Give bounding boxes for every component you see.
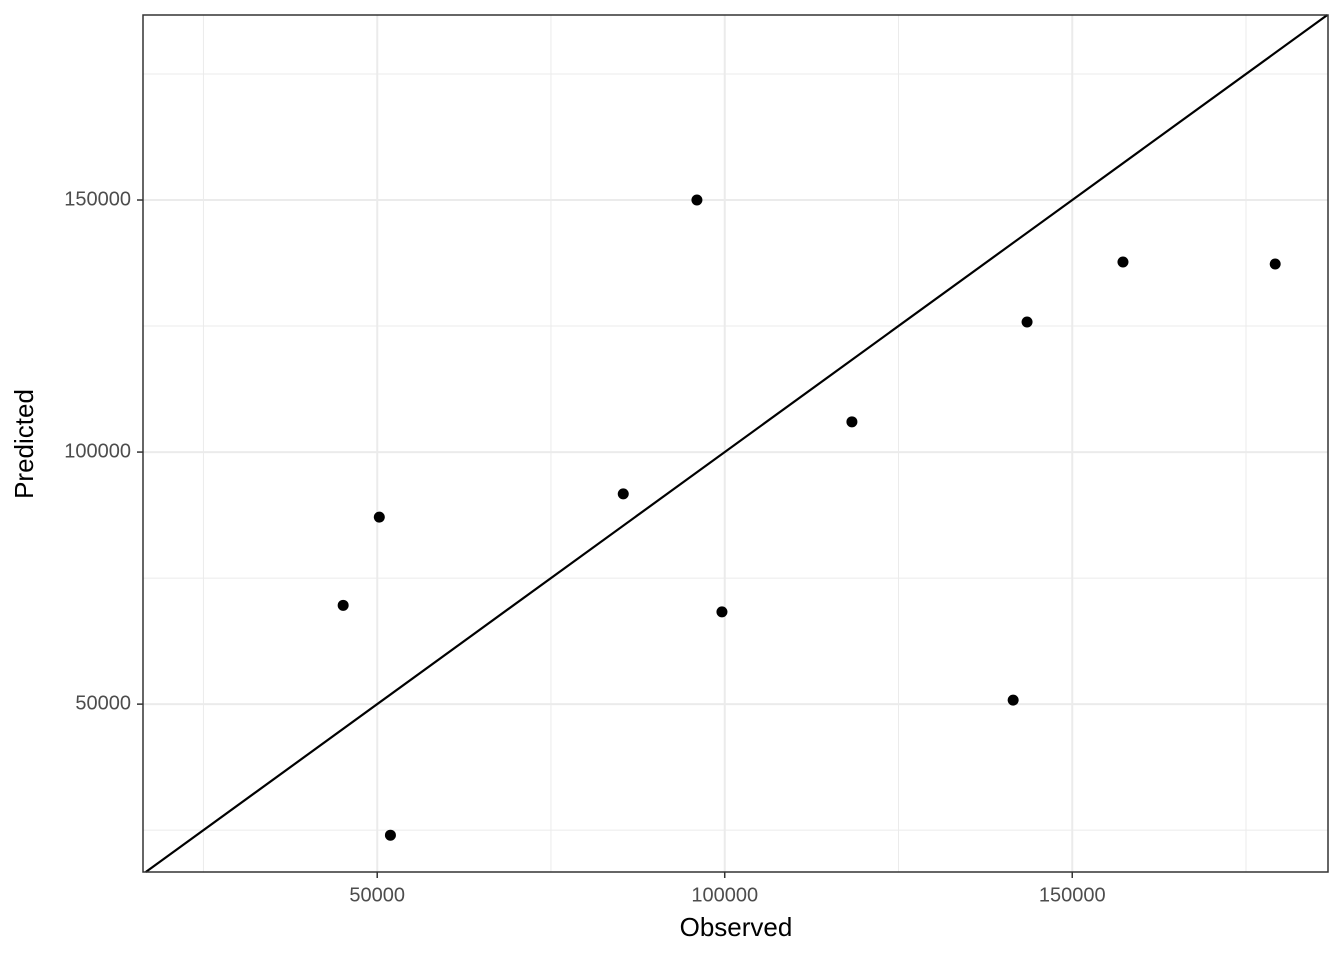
point — [1269, 258, 1281, 270]
point — [691, 194, 703, 206]
point — [617, 488, 629, 500]
point — [384, 829, 396, 841]
point — [716, 606, 728, 618]
x-axis-label: Observed — [680, 912, 793, 942]
y-tick-label: 150000 — [64, 188, 131, 210]
plot-border — [142, 14, 1329, 873]
point — [373, 511, 385, 523]
point — [1117, 256, 1129, 268]
identity-line — [145, 14, 1328, 873]
point — [846, 416, 858, 428]
y-tick-label: 100000 — [64, 440, 131, 462]
point — [337, 599, 349, 611]
y-axis-label: Predicted — [9, 389, 39, 499]
y-tick-label: 50000 — [75, 692, 131, 714]
point — [1007, 694, 1019, 706]
x-tick-label: 150000 — [1039, 884, 1106, 906]
x-tick-label: 50000 — [349, 884, 405, 906]
point — [1021, 316, 1033, 328]
x-tick-label: 100000 — [691, 884, 758, 906]
